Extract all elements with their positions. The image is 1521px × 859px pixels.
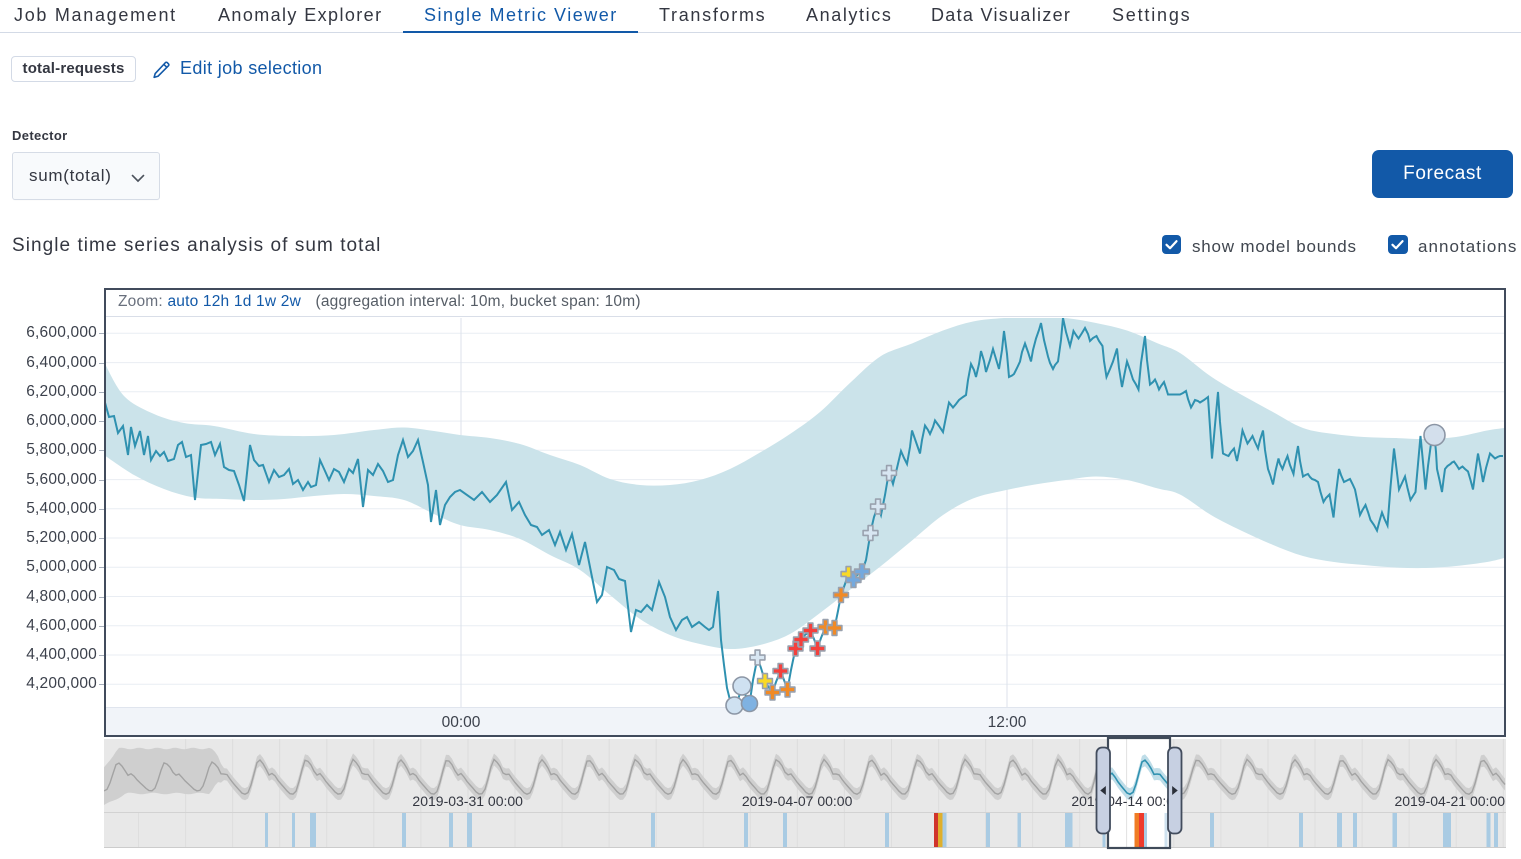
svg-text:2019-04-21 00:00: 2019-04-21 00:00 [1394, 793, 1505, 809]
svg-text:00:00: 00:00 [442, 714, 481, 731]
svg-text:2019-03-31 00:00: 2019-03-31 00:00 [412, 793, 523, 809]
svg-text:12:00: 12:00 [988, 714, 1027, 731]
svg-text:2019-04-14 00:00: 2019-04-14 00:00 [1071, 793, 1182, 809]
svg-text:2019-04-07 00:00: 2019-04-07 00:00 [742, 793, 853, 809]
